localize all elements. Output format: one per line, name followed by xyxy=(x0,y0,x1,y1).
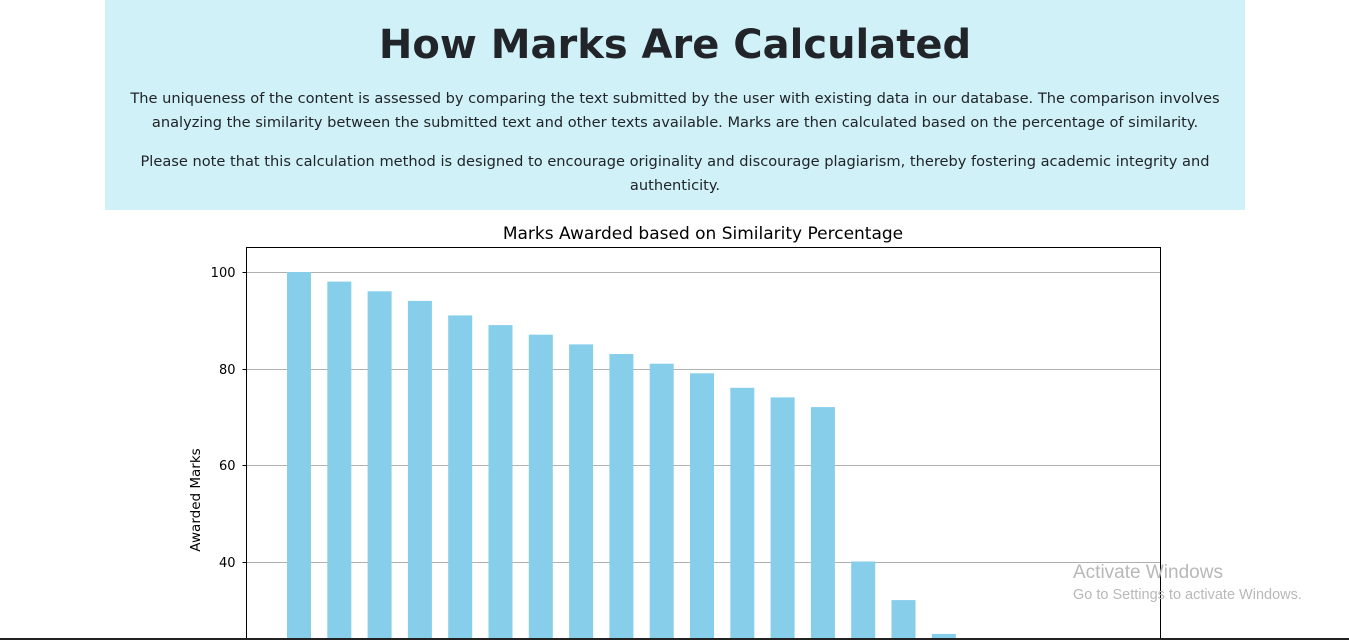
bar xyxy=(891,600,916,640)
y-tick-label: 60 xyxy=(219,459,236,474)
note-paragraph: Please note that this calculation method… xyxy=(140,153,1210,194)
bar xyxy=(569,344,594,640)
watermark-subtitle: Go to Settings to activate Windows. xyxy=(1073,587,1302,603)
bar xyxy=(851,561,876,640)
y-tick-label: 80 xyxy=(219,363,236,378)
chart-title: Marks Awarded based on Similarity Percen… xyxy=(503,224,903,244)
windows-activation-watermark: Activate Windows Go to Settings to activ… xyxy=(1073,562,1302,605)
y-axis-label: Awarded Marks xyxy=(188,448,204,551)
watermark-title: Activate Windows xyxy=(1073,562,1223,583)
bar xyxy=(407,300,432,640)
bar xyxy=(690,373,714,640)
bottom-border xyxy=(0,638,1349,640)
bars xyxy=(287,272,956,640)
bar xyxy=(649,363,674,640)
bar xyxy=(488,325,513,640)
bar xyxy=(327,281,352,640)
y-ticks: 40 60 80 100 xyxy=(211,266,247,571)
description-paragraph: The uniqueness of the content is assesse… xyxy=(130,90,1220,131)
page-title: How Marks Are Calculated xyxy=(378,22,972,68)
bar xyxy=(287,272,311,640)
bar xyxy=(448,315,473,640)
y-tick-label: 40 xyxy=(219,556,236,571)
bar xyxy=(810,407,835,640)
y-tick-label: 100 xyxy=(211,266,236,281)
bar xyxy=(609,354,634,640)
bar xyxy=(528,334,553,640)
plot-frame xyxy=(246,247,1161,640)
info-section: How Marks Are Calculated The uniqueness … xyxy=(105,0,1245,210)
bar xyxy=(931,633,956,640)
bar xyxy=(730,387,755,640)
bar xyxy=(367,291,392,640)
bar xyxy=(770,397,795,640)
